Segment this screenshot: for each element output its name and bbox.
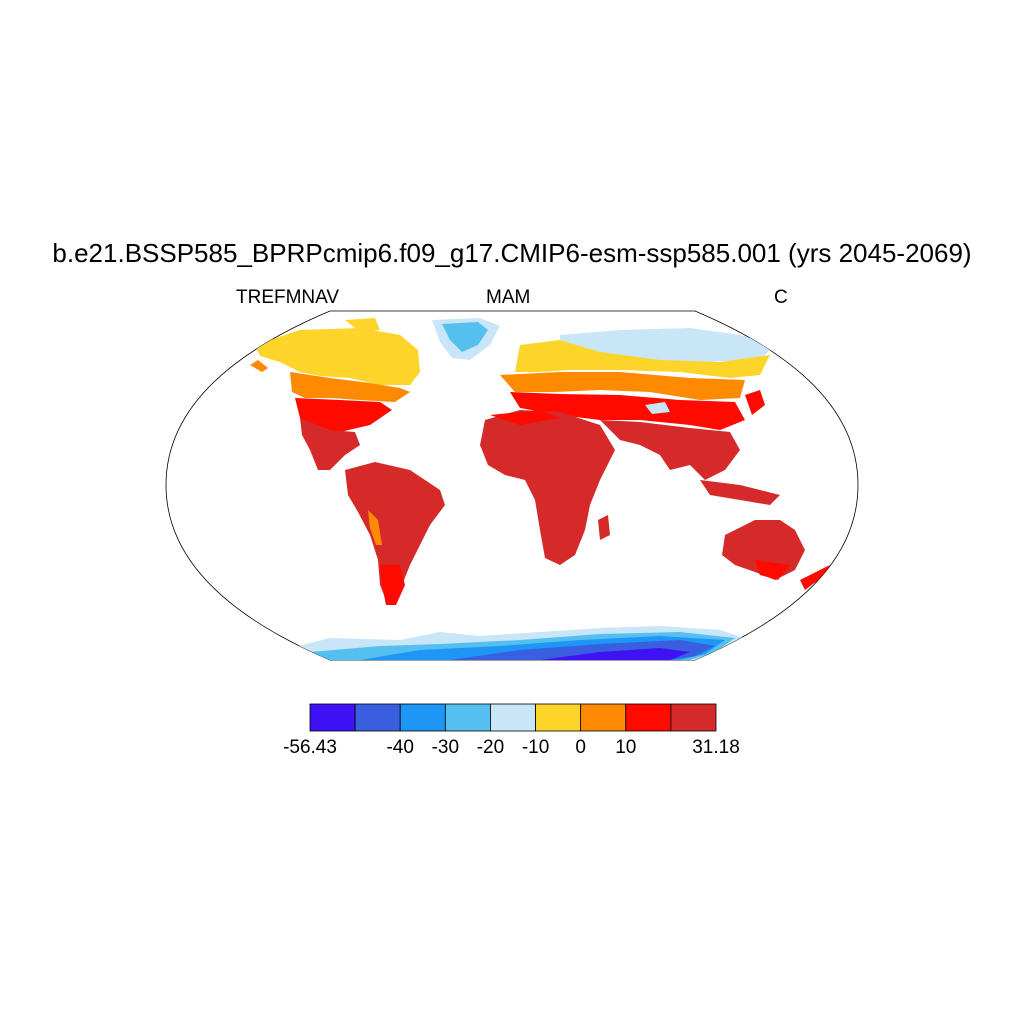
north-america <box>250 318 420 470</box>
colorbar <box>309 703 717 732</box>
australia <box>722 520 830 590</box>
colorbar-tick-label: -20 <box>476 737 505 758</box>
antarctica <box>290 626 745 660</box>
units-label: C <box>774 287 788 308</box>
eurasia <box>500 328 780 505</box>
colorbar-swatch <box>670 703 717 732</box>
south-america <box>345 462 445 605</box>
plot-title: b.e21.BSSP585_BPRPcmip6.f09_g17.CMIP6-es… <box>52 238 972 268</box>
variable-label: TREFMNAV <box>236 287 340 308</box>
colorbar-swatch <box>399 703 446 732</box>
colorbar-tick-label: -40 <box>386 737 414 758</box>
colorbar-swatch <box>580 703 627 732</box>
colorbar-tick-label: 10 <box>615 737 637 758</box>
colorbar-tick-label: -56.43 <box>283 737 337 758</box>
colorbar-swatch <box>625 703 672 732</box>
colorbar-swatch <box>354 703 401 732</box>
colorbar-tick-label: -30 <box>431 737 460 758</box>
greenland <box>432 318 500 360</box>
colorbar-tick-label: -10 <box>521 737 550 758</box>
colorbar-tick-label: 0 <box>575 737 586 758</box>
colorbar-swatch <box>490 703 536 732</box>
colorbar-swatch <box>535 703 582 732</box>
season-label: MAM <box>486 287 531 308</box>
colorbar-tick-label: 31.18 <box>692 737 740 758</box>
colorbar-swatch <box>444 703 491 732</box>
colorbar-swatch <box>309 703 356 732</box>
africa <box>480 410 615 565</box>
